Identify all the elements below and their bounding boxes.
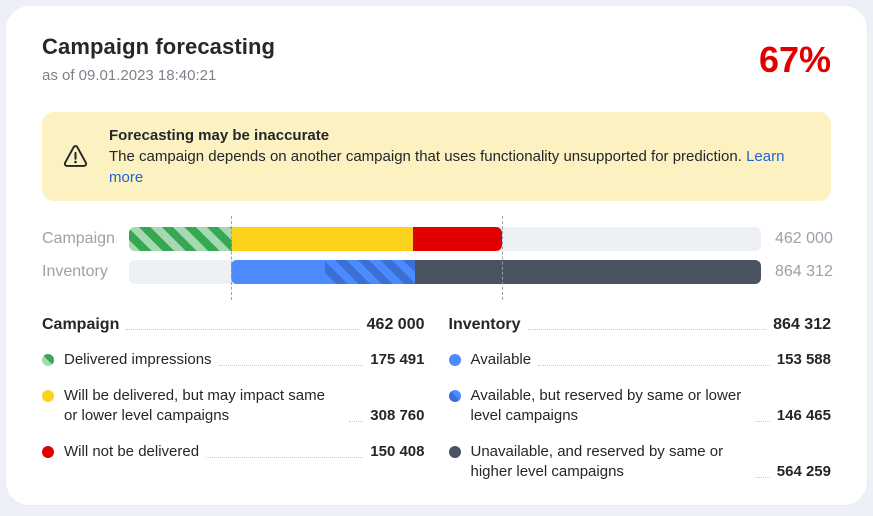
legend-column-campaign: Campaign 462 000 Delivered impressions 1… <box>42 316 425 482</box>
panel-header: Campaign forecasting as of 09.01.2023 18… <box>42 32 831 86</box>
campaign-bar-segments <box>129 227 502 251</box>
campaign-bar-track <box>129 216 761 300</box>
dotted-leader <box>126 329 360 330</box>
dotted-leader <box>755 477 770 478</box>
dashed-guide-line <box>230 216 232 300</box>
warning-message: The campaign depends on another campaign… <box>109 146 811 188</box>
bar-segment-blue <box>230 260 325 284</box>
legend-item-label: Will be delivered, but may impact same o… <box>64 387 325 424</box>
bar-segment-blue-striped <box>324 260 415 284</box>
yellow-circle-icon <box>42 390 54 402</box>
legend-header-label: Campaign <box>42 316 120 333</box>
legend-item-value: 564 259 <box>776 463 831 480</box>
warning-text-block: Forecasting may be inaccurate The campai… <box>109 125 811 188</box>
legend-item-will-not-be-delivered: Will not be delivered 150 408 <box>42 442 425 462</box>
warning-banner: Forecasting may be inaccurate The campai… <box>42 112 831 201</box>
legend-item-label: Delivered impressions <box>64 351 212 368</box>
legend-header-campaign: Campaign 462 000 <box>42 316 425 334</box>
legend-header-label: Inventory <box>448 316 521 333</box>
inventory-bar-track <box>129 260 761 284</box>
bar-segment-red <box>413 227 502 251</box>
blue-circle-icon <box>448 354 461 366</box>
legend-item-label: Available <box>470 351 532 368</box>
bar-segment-green-striped <box>129 227 233 251</box>
header-text-block: Campaign forecasting as of 09.01.2023 18… <box>42 32 275 86</box>
legend-item-label: Unavailable, and reserved by same or hig… <box>470 443 724 480</box>
legend-item-value: 150 408 <box>370 443 425 460</box>
legend-header-inventory: Inventory 864 312 <box>449 316 832 334</box>
warning-title: Forecasting may be inaccurate <box>109 127 330 144</box>
warning-message-text: The campaign depends on another campaign… <box>109 148 742 165</box>
dotted-leader <box>527 329 767 330</box>
campaign-forecasting-panel: Campaign forecasting as of 09.01.2023 18… <box>5 5 868 506</box>
legend-item-value: 175 491 <box>370 351 425 368</box>
bar-segment-yellow <box>232 227 414 251</box>
page-title: Campaign forecasting <box>42 34 276 59</box>
campaign-bar-row: Campaign 462 000 <box>42 216 833 300</box>
legend: Campaign 462 000 Delivered impressions 1… <box>42 316 831 482</box>
legend-item-value: 153 588 <box>776 351 831 368</box>
legend-item-value: 308 760 <box>370 407 425 424</box>
inventory-bar-segments <box>230 260 761 284</box>
inventory-bar-label: Inventory <box>42 263 108 280</box>
legend-item-unavailable-reserved: Unavailable, and reserved by same or hig… <box>448 442 831 482</box>
legend-item-available: Available 153 588 <box>448 350 831 370</box>
legend-item-label: Available, but reserved by same or lower… <box>470 387 742 424</box>
warning-triangle-icon <box>62 143 89 170</box>
campaign-bar-total: 462 000 <box>775 230 833 247</box>
dotted-leader <box>538 365 770 366</box>
learn-more-link[interactable]: Learn more <box>109 148 785 186</box>
dotted-leader <box>349 421 364 422</box>
forecast-percent: 67% <box>758 39 831 80</box>
dotted-leader <box>755 421 770 422</box>
bar-segment-dark <box>414 260 761 284</box>
red-circle-icon <box>42 446 54 458</box>
legend-header-value: 864 312 <box>773 316 831 333</box>
legend-item-available-reserved: Available, but reserved by same or lower… <box>448 386 831 426</box>
campaign-bar-label: Campaign <box>42 230 115 247</box>
legend-item-label: Will not be delivered <box>64 443 200 460</box>
dashed-guide-line <box>501 216 503 300</box>
dark-circle-icon <box>448 446 461 458</box>
legend-item-value: 146 465 <box>776 407 831 424</box>
inventory-bar-row: Inventory 864 312 <box>42 260 833 284</box>
legend-item-will-be-delivered: Will be delivered, but may impact same o… <box>42 386 425 426</box>
blue-split-circle-icon <box>448 390 461 402</box>
forecast-bars: Campaign 462 000 Inventory 864 312 <box>42 216 833 300</box>
legend-header-value: 462 000 <box>366 316 425 333</box>
green-split-circle-icon <box>42 354 54 366</box>
dotted-leader <box>218 365 364 366</box>
legend-column-inventory: Inventory 864 312 Available 153 588 Avai… <box>448 316 832 482</box>
dotted-leader <box>206 457 364 458</box>
timestamp: as of 09.01.2023 18:40:21 <box>42 67 217 84</box>
inventory-bar-total: 864 312 <box>775 263 833 280</box>
legend-item-delivered: Delivered impressions 175 491 <box>42 350 425 370</box>
